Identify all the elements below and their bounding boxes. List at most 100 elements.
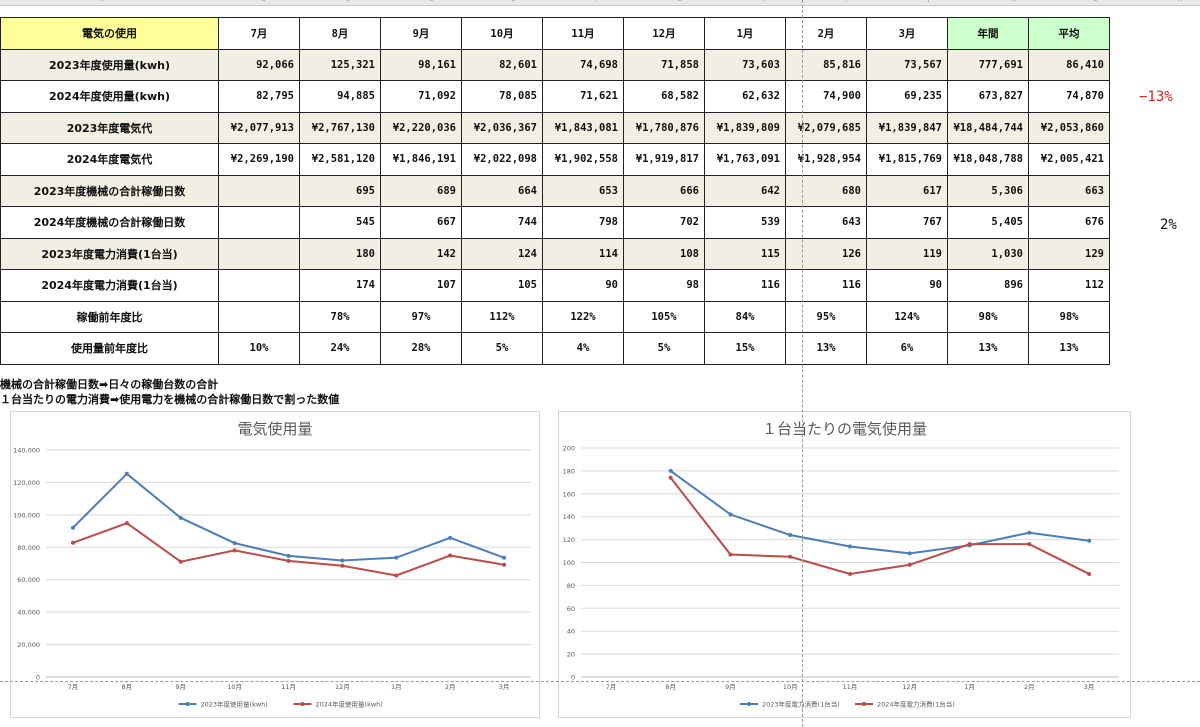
data-point[interactable] bbox=[1087, 571, 1092, 576]
table-cell[interactable]: ¥2,022,098 bbox=[461, 143, 543, 176]
table-cell[interactable]: 84% bbox=[704, 300, 786, 333]
table-cell[interactable]: 798 bbox=[542, 206, 624, 239]
table-cell[interactable]: 124% bbox=[866, 300, 948, 333]
data-point[interactable] bbox=[848, 544, 852, 549]
table-cell[interactable]: ¥2,581,120 bbox=[299, 143, 381, 176]
table-cell[interactable]: 107 bbox=[380, 269, 462, 302]
month-header[interactable]: 10月 bbox=[461, 17, 543, 50]
data-point[interactable] bbox=[286, 553, 291, 558]
table-cell[interactable]: 13% bbox=[785, 332, 867, 365]
table-cell[interactable]: 112 bbox=[1028, 269, 1110, 302]
data-point[interactable] bbox=[340, 563, 345, 568]
row-label[interactable]: 2023年度使用量(kwh) bbox=[0, 48, 219, 81]
table-cell[interactable]: 673,827 bbox=[947, 80, 1029, 113]
table-cell[interactable]: 86,410 bbox=[1028, 48, 1110, 81]
month-header[interactable]: 1月 bbox=[704, 17, 786, 50]
table-cell[interactable]: 15% bbox=[704, 332, 786, 365]
month-header[interactable]: 9月 bbox=[380, 17, 462, 50]
table-cell[interactable]: 676 bbox=[1028, 206, 1110, 239]
data-point[interactable] bbox=[502, 562, 507, 567]
table-corner-label[interactable]: 電気の使用 bbox=[0, 17, 219, 50]
table-cell[interactable]: 777,691 bbox=[947, 48, 1029, 81]
table-cell[interactable]: 105 bbox=[461, 269, 543, 302]
table-cell[interactable]: 73,567 bbox=[866, 48, 948, 81]
row-label[interactable]: 稼働前年度比 bbox=[0, 300, 219, 333]
table-cell[interactable]: 129 bbox=[1028, 237, 1110, 270]
table-cell[interactable]: 174 bbox=[299, 269, 381, 302]
table-cell[interactable]: 666 bbox=[623, 174, 705, 207]
table-cell[interactable]: 69,235 bbox=[866, 80, 948, 113]
data-point[interactable] bbox=[1027, 542, 1032, 547]
column-letter[interactable]: L bbox=[1094, 0, 1097, 3]
table-cell[interactable]: 114 bbox=[542, 237, 624, 270]
table-cell[interactable]: ¥1,780,876 bbox=[623, 111, 705, 144]
data-point[interactable] bbox=[907, 562, 912, 567]
data-point[interactable] bbox=[848, 571, 852, 576]
table-cell[interactable]: 122% bbox=[542, 300, 624, 333]
table-cell[interactable]: 13% bbox=[947, 332, 1029, 365]
series-line[interactable] bbox=[670, 470, 1090, 555]
table-cell[interactable]: ¥1,815,769 bbox=[866, 143, 948, 176]
table-cell[interactable] bbox=[218, 300, 300, 333]
data-point[interactable] bbox=[232, 541, 237, 546]
table-cell[interactable]: 112% bbox=[461, 300, 543, 333]
table-cell[interactable]: 896 bbox=[947, 269, 1029, 302]
data-point[interactable] bbox=[394, 555, 399, 560]
table-cell[interactable]: 98% bbox=[947, 300, 1029, 333]
table-cell[interactable]: 74,698 bbox=[542, 48, 624, 81]
table-cell[interactable]: 116 bbox=[785, 269, 867, 302]
table-cell[interactable] bbox=[218, 269, 300, 302]
table-cell[interactable]: 92,066 bbox=[218, 48, 300, 81]
table-cell[interactable]: 28% bbox=[380, 332, 462, 365]
table-cell[interactable] bbox=[218, 206, 300, 239]
table-cell[interactable]: 545 bbox=[299, 206, 381, 239]
table-cell[interactable]: ¥2,036,367 bbox=[461, 111, 543, 144]
table-cell[interactable]: 643 bbox=[785, 206, 867, 239]
data-point[interactable] bbox=[668, 475, 673, 480]
table-cell[interactable]: 62,632 bbox=[704, 80, 786, 113]
data-point[interactable] bbox=[448, 553, 453, 558]
table-cell[interactable] bbox=[218, 237, 300, 270]
data-point[interactable] bbox=[340, 558, 345, 563]
column-letter[interactable]: A bbox=[100, 0, 104, 3]
table-cell[interactable]: 98 bbox=[623, 269, 705, 302]
series-line[interactable] bbox=[669, 477, 1090, 575]
table-cell[interactable]: 680 bbox=[785, 174, 867, 207]
annual-header[interactable]: 年間 bbox=[947, 17, 1029, 50]
table-cell[interactable]: 667 bbox=[380, 206, 462, 239]
column-letter[interactable]: B bbox=[262, 0, 266, 3]
column-letter[interactable]: D bbox=[430, 0, 434, 3]
data-point[interactable] bbox=[502, 555, 507, 560]
row-label[interactable]: 2023年度電力消費(1台当) bbox=[0, 237, 219, 270]
column-letter[interactable]: G bbox=[678, 0, 682, 3]
table-cell[interactable]: 78,085 bbox=[461, 80, 543, 113]
data-point[interactable] bbox=[394, 573, 399, 578]
table-cell[interactable]: 13% bbox=[1028, 332, 1110, 365]
table-cell[interactable]: ¥1,763,091 bbox=[704, 143, 786, 176]
table-cell[interactable]: 68,582 bbox=[623, 80, 705, 113]
table-cell[interactable]: 5% bbox=[623, 332, 705, 365]
table-cell[interactable]: 73,603 bbox=[704, 48, 786, 81]
table-cell[interactable]: 702 bbox=[623, 206, 705, 239]
table-cell[interactable]: 6% bbox=[866, 332, 948, 365]
column-letter[interactable]: E bbox=[512, 0, 516, 3]
table-cell[interactable]: 74,870 bbox=[1028, 80, 1110, 113]
row-label[interactable]: 2024年度機械の合計稼働日数 bbox=[0, 206, 219, 239]
table-cell[interactable]: 71,621 bbox=[542, 80, 624, 113]
table-cell[interactable]: ¥1,846,191 bbox=[380, 143, 462, 176]
data-point[interactable] bbox=[124, 521, 129, 526]
row-label[interactable]: 2023年度電気代 bbox=[0, 111, 219, 144]
data-point[interactable] bbox=[70, 525, 75, 530]
table-cell[interactable]: ¥2,767,130 bbox=[299, 111, 381, 144]
month-header[interactable]: 11月 bbox=[542, 17, 624, 50]
column-letter[interactable]: K bbox=[1012, 0, 1016, 3]
column-letter[interactable]: F bbox=[596, 0, 599, 3]
month-header[interactable]: 3月 bbox=[866, 17, 948, 50]
table-cell[interactable]: 108 bbox=[623, 237, 705, 270]
chart-per-unit[interactable]: １台当たりの電気使用量 0 20 40 60 80 100 120 140 160 180 200 7… bbox=[558, 411, 1131, 718]
month-header[interactable]: 7月 bbox=[218, 17, 300, 50]
table-cell[interactable]: 116 bbox=[704, 269, 786, 302]
table-cell[interactable]: 85,816 bbox=[785, 48, 867, 81]
table-cell[interactable]: 10% bbox=[218, 332, 300, 365]
data-point[interactable] bbox=[728, 512, 733, 517]
